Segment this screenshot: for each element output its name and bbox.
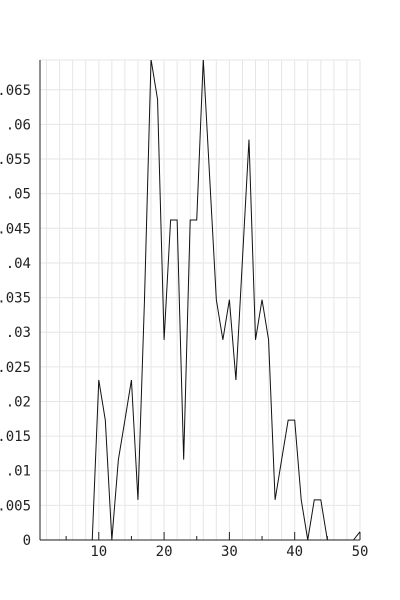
x-tick-label: 40 bbox=[286, 544, 303, 560]
y-tick-label: .02 bbox=[6, 394, 31, 410]
x-axis-ticks: 10 20 30 40 50 bbox=[65, 532, 369, 560]
y-tick-label: .06 bbox=[6, 117, 31, 133]
x-tick-label: 10 bbox=[90, 544, 107, 560]
axes bbox=[39, 60, 360, 541]
y-tick-label: .045 bbox=[0, 221, 31, 237]
x-tick-label: 30 bbox=[221, 544, 238, 560]
x-tick-label: 20 bbox=[156, 544, 173, 560]
y-tick-label: .005 bbox=[0, 498, 31, 514]
y-tick-label: .015 bbox=[0, 429, 31, 445]
x-tick-label: 50 bbox=[352, 544, 369, 560]
y-tick-label: .01 bbox=[6, 464, 31, 480]
y-tick-label: .055 bbox=[0, 152, 31, 168]
y-tick-label: .05 bbox=[6, 187, 31, 203]
y-tick-label: .035 bbox=[0, 291, 31, 307]
y-tick-label: .065 bbox=[0, 83, 31, 99]
series-line bbox=[40, 60, 360, 540]
y-tick-label: 0 bbox=[23, 533, 31, 549]
y-tick-label: .04 bbox=[6, 256, 31, 272]
series-group bbox=[40, 60, 360, 540]
y-axis-ticks: 0 .005 .01 .015 .02 .025 .03 .035 .04 .045 .05 .055… bbox=[0, 83, 31, 549]
y-tick-label: .025 bbox=[0, 360, 31, 376]
y-tick-label: .03 bbox=[6, 325, 31, 341]
